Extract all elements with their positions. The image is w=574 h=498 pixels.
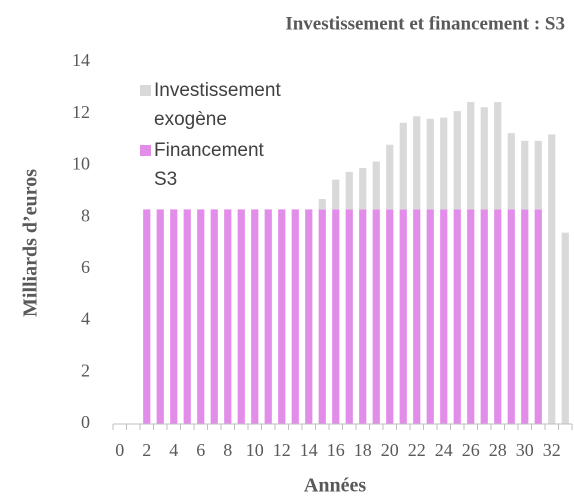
y-tick-label: 2 [81,360,90,380]
y-tick-label: 12 [72,102,90,122]
x-axis-label: Années [304,475,366,497]
bar [345,171,353,210]
x-tick-label: 22 [408,440,426,460]
y-tick-label: 14 [72,50,90,70]
bar [399,209,407,424]
x-tick-label: 16 [327,440,345,460]
bar [494,102,502,210]
bar [197,209,205,424]
bar [507,209,515,424]
bar [426,118,434,210]
bar [332,209,340,424]
x-tick-label: 14 [300,440,318,460]
x-tick-label: 28 [489,440,507,460]
x-tick-label: 20 [381,440,399,460]
bar [440,209,448,424]
bar [480,107,488,210]
bar [264,209,272,424]
bar [359,168,367,210]
bar [426,209,434,424]
bar [413,116,421,210]
y-tick-label: 0 [81,412,90,432]
legend-swatch [140,85,151,96]
bar [372,161,380,210]
bar [453,209,461,424]
bar [521,209,529,424]
bar [251,209,259,424]
bar [305,209,313,424]
legend-label: Financement S3 [154,140,264,190]
y-axis-label: Milliards d’euros [20,169,42,317]
bar [318,209,326,424]
bar [332,179,340,210]
x-tick-label: 30 [516,440,534,460]
x-tick-label: 12 [273,440,291,460]
bar [210,209,218,424]
bar [224,209,232,424]
bar [494,209,502,424]
bar [372,209,380,424]
legend-swatch [140,145,151,156]
bar [386,144,394,210]
chart-title: Investissement et financement : S3 [285,13,565,34]
x-tick-label: 10 [246,440,264,460]
bar [467,209,475,424]
bar [548,134,556,424]
bar [386,209,394,424]
bar [170,209,178,424]
legend-label: Investissement exogène [154,80,281,130]
bar [318,199,326,210]
x-tick-label: 6 [196,440,205,460]
x-tick-label: 4 [169,440,178,460]
bar [156,209,164,424]
bar [143,209,151,424]
bar [534,209,542,424]
bar [359,209,367,424]
bar [453,111,461,210]
bar [183,209,191,424]
y-tick-label: 10 [72,154,90,174]
x-tick-label: 0 [115,440,124,460]
bar [521,140,529,210]
x-tick-label: 24 [435,440,453,460]
bar [345,209,353,424]
bar [480,209,488,424]
x-tick-label: 32 [543,440,561,460]
bar [278,209,286,424]
x-tick-label: 18 [354,440,372,460]
bar [467,102,475,210]
y-tick-label: 6 [81,257,90,277]
bar [440,117,448,210]
bar [561,232,569,424]
y-tick-label: 8 [81,205,90,225]
legend-item: Financement S3 [140,136,286,194]
legend: Investissement exogène Financement S3 [140,76,286,196]
x-tick-label: 26 [462,440,480,460]
x-tick-label: 8 [223,440,232,460]
bar [399,122,407,210]
bar [237,209,245,424]
x-tick-label: 2 [142,440,151,460]
bar [291,209,299,424]
legend-item: Investissement exogène [140,76,286,134]
bar [413,209,421,424]
bar [534,140,542,210]
bar [507,133,515,210]
y-tick-label: 4 [81,309,90,329]
